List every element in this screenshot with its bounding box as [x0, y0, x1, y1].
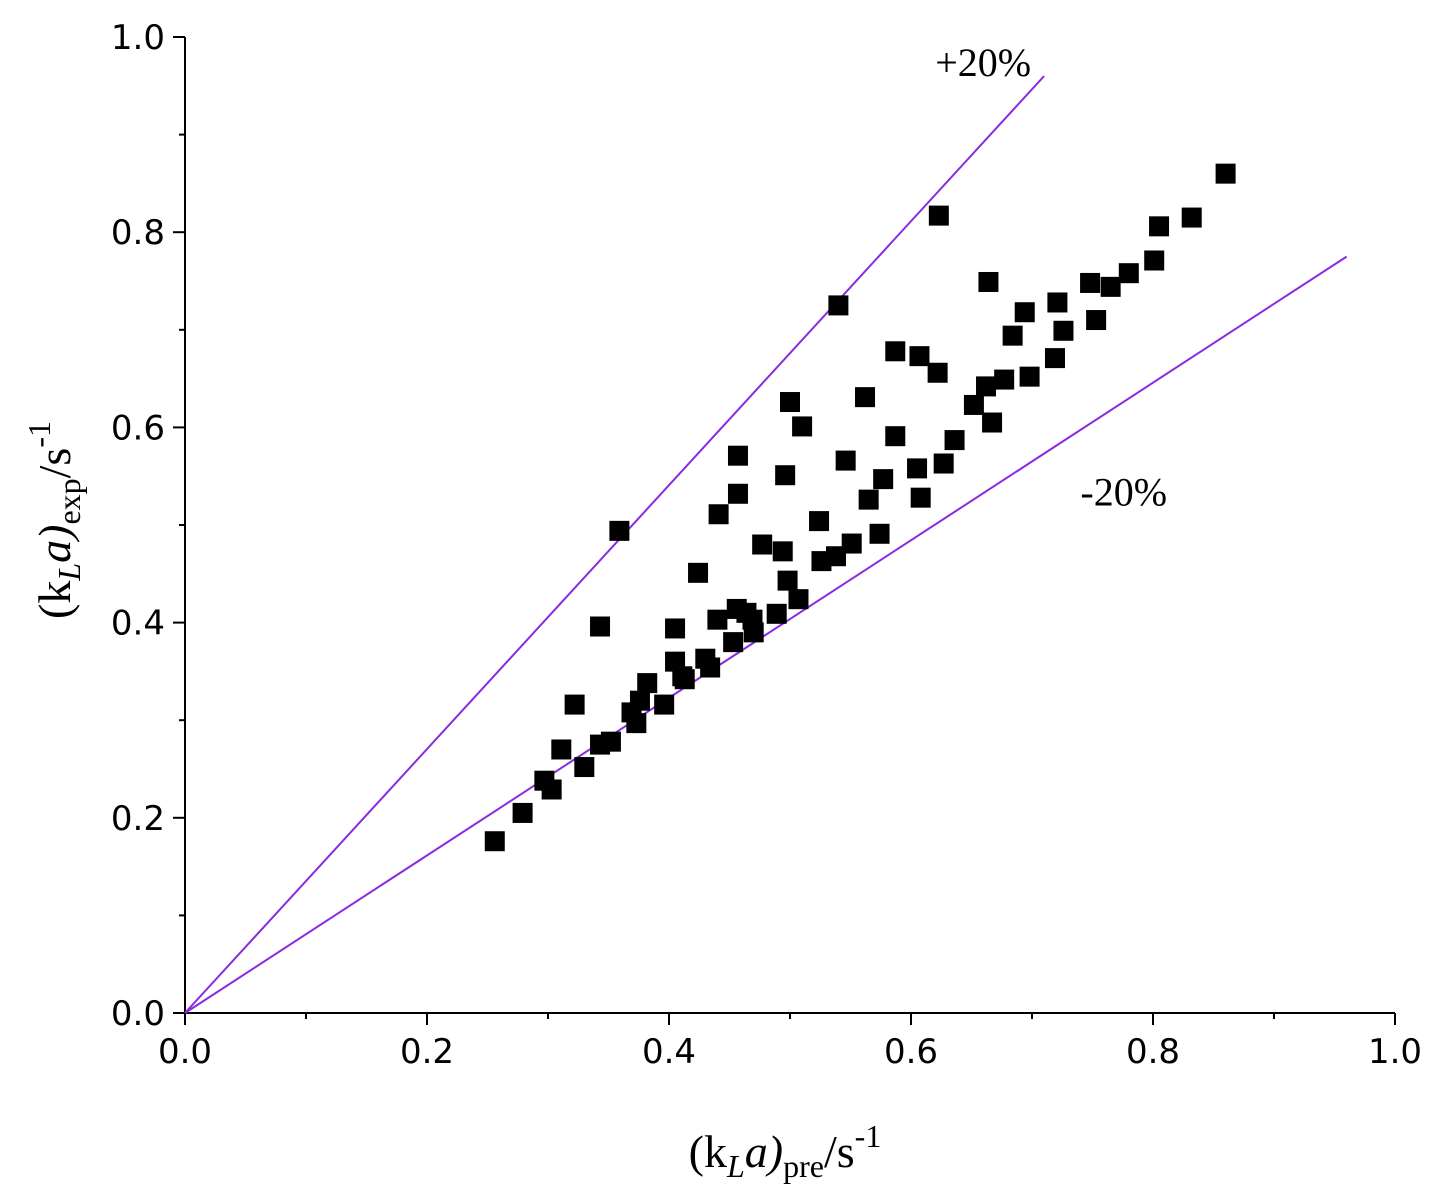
data-point: [766, 603, 787, 624]
data-point: [828, 295, 849, 316]
data-point: [927, 362, 948, 383]
minus-20-percent-line: [184, 255, 1348, 1014]
data-point: [727, 445, 748, 466]
data-point: [841, 533, 862, 554]
data-point: [788, 589, 809, 610]
data-point: [1047, 292, 1068, 313]
data-point: [665, 618, 686, 639]
x-tick-label: 0.0: [158, 1032, 212, 1072]
data-point: [700, 657, 721, 678]
data-point: [1002, 325, 1023, 346]
data-point: [1080, 272, 1101, 293]
data-point: [564, 694, 585, 715]
data-point: [1181, 207, 1202, 228]
data-point: [792, 416, 813, 437]
data-point: [551, 739, 572, 760]
data-point: [1149, 216, 1170, 237]
x-tick-label: 0.8: [1126, 1032, 1180, 1072]
minus-20-percent-label: -20%: [1080, 469, 1167, 514]
data-point: [1019, 366, 1040, 387]
data-point: [809, 511, 830, 532]
x-tick-label: 1.0: [1368, 1032, 1422, 1072]
data-point: [727, 483, 748, 504]
data-point: [707, 609, 728, 630]
data-point: [609, 520, 630, 541]
data-point: [835, 450, 856, 471]
data-point: [910, 487, 931, 508]
x-tick-label: 0.2: [400, 1032, 454, 1072]
data-point: [944, 430, 965, 451]
data-point: [654, 694, 675, 715]
data-markers: [484, 163, 1236, 852]
data-point: [855, 387, 876, 408]
data-point: [1053, 320, 1074, 341]
data-point: [775, 465, 796, 486]
data-point: [590, 616, 611, 637]
x-tick-label: 0.6: [884, 1032, 938, 1072]
data-point: [777, 570, 798, 591]
data-point: [885, 426, 906, 447]
data-point: [723, 632, 744, 653]
data-point: [772, 541, 793, 562]
data-point: [637, 673, 658, 694]
data-point: [907, 458, 928, 479]
x-label-a: a): [745, 1126, 783, 1177]
data-point: [484, 831, 505, 852]
data-point: [1014, 302, 1035, 323]
data-point: [1044, 348, 1065, 369]
tick-labels: 0.0 0.2 0.4 0.6 0.8 1.0 0.0 0.2 0.4 0.6 0.8 1.0: [111, 18, 1422, 1072]
deviation-lines: [184, 75, 1348, 1014]
data-point: [1144, 250, 1165, 271]
data-point: [626, 713, 647, 734]
data-point: [1100, 276, 1121, 297]
data-point: [574, 757, 595, 778]
data-point: [743, 622, 764, 643]
y-tick-label: 1.0: [111, 18, 165, 58]
data-point: [752, 534, 773, 555]
data-point: [994, 369, 1015, 390]
y-tick-label: 0.2: [111, 799, 165, 839]
minor-ticks: [179, 133, 1275, 1019]
annotations: +20% -20%: [935, 40, 1167, 514]
data-point: [982, 412, 1003, 433]
data-point: [708, 504, 729, 525]
data-point: [1086, 310, 1107, 331]
data-point: [629, 690, 650, 711]
data-point: [688, 562, 709, 583]
plus-20-percent-line: [184, 75, 1045, 1014]
data-point: [909, 346, 930, 367]
data-point: [963, 394, 984, 415]
data-point: [976, 376, 997, 397]
y-label-a: a): [29, 525, 80, 563]
data-point: [600, 731, 621, 752]
data-point: [1118, 263, 1139, 284]
data-point: [825, 546, 846, 567]
data-point: [869, 523, 890, 544]
data-point: [780, 392, 800, 413]
data-point: [541, 779, 562, 800]
data-point: [978, 271, 999, 292]
data-point: [885, 341, 906, 362]
data-point: [928, 205, 949, 226]
x-axis-label: (kLa)pre/s-1: [689, 1118, 882, 1184]
data-point: [674, 669, 695, 690]
axes: [184, 37, 1395, 1014]
data-point: [933, 453, 954, 474]
data-point: [858, 489, 879, 510]
y-axis-label: (kLa)exp/s-1: [21, 421, 87, 619]
plus-20-percent-label: +20%: [935, 40, 1031, 85]
data-point: [512, 802, 533, 823]
y-tick-label: 0.4: [111, 604, 165, 644]
y-tick-label: 0.6: [111, 408, 165, 448]
x-tick-label: 0.4: [642, 1032, 696, 1072]
data-point: [1215, 163, 1236, 184]
data-point: [873, 469, 894, 490]
y-tick-label: 0.0: [111, 994, 165, 1034]
y-tick-label: 0.8: [111, 213, 165, 253]
major-ticks: [173, 36, 1396, 1025]
